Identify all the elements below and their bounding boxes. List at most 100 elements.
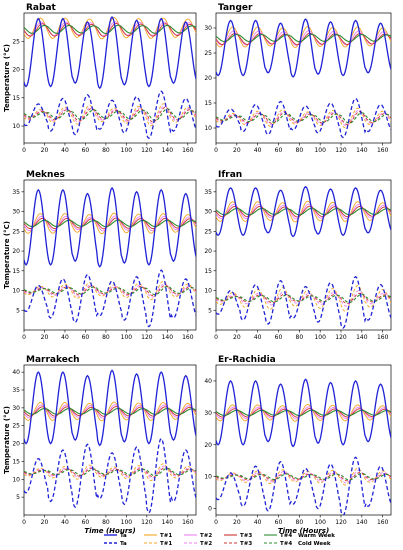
y-tick-label: 25 <box>12 38 20 45</box>
series-T3-warm <box>24 217 196 230</box>
legend-label: T#1 <box>160 541 172 547</box>
plot-frame <box>215 179 392 331</box>
y-tick-label: 15 <box>204 100 212 107</box>
series-T1-cold <box>216 285 391 312</box>
series-T2-cold <box>216 290 391 307</box>
y-tick-label: 25 <box>204 50 212 57</box>
series-T1-cold <box>216 107 391 129</box>
series-lines <box>24 369 196 514</box>
panel-er-rachidia: Er-Rachidia 0 20 40 60 80 100 120 140 160 0 10 20 30 4… <box>204 355 392 535</box>
x-tick-label: 40 <box>61 147 69 154</box>
series-Ta-warm <box>216 185 391 238</box>
legend: Ta Ta T#1 T#1 T#2 T#2 T#3 T#3 T#4 T#4 Warm Week Col… <box>104 533 335 547</box>
x-tick-label: 140 <box>356 519 368 526</box>
legend-label: Ta <box>120 533 127 539</box>
series-lines <box>216 378 391 515</box>
y-axis-label: Temperature (°C) <box>3 44 11 112</box>
series-Ta-cold <box>216 275 391 329</box>
x-tick-label: 160 <box>377 147 389 154</box>
y-tick-label: 30 <box>12 405 20 412</box>
series-T4-warm <box>216 33 391 43</box>
series-T2-warm <box>216 203 391 220</box>
y-tick-label: 10 <box>204 125 212 132</box>
series-lines <box>24 186 196 328</box>
series-T4-cold <box>216 472 391 481</box>
y-tick-label: 15 <box>12 95 20 102</box>
x-tick-label: 80 <box>102 147 110 154</box>
legend-label: T#4 <box>280 533 292 539</box>
y-tick-label: 20 <box>204 75 212 82</box>
x-tick-label: 60 <box>82 147 90 154</box>
x-tick-label: 140 <box>356 334 368 341</box>
x-tick-label: 100 <box>314 147 326 154</box>
x-tick-label: 140 <box>162 147 174 154</box>
series-T4-cold <box>24 285 196 296</box>
y-tick-label: 10 <box>204 288 212 295</box>
y-tick-label: 25 <box>204 228 212 235</box>
x-tick-label: 60 <box>275 519 283 526</box>
y-tick-label: 40 <box>12 369 20 376</box>
x-tick-label: 40 <box>61 334 69 341</box>
series-lines <box>216 185 391 329</box>
y-tick-label: 5 <box>208 307 212 314</box>
panel-marrakech: Marrakech 0 20 40 60 80 100 120 140 160 5 10 15 20 25 3… <box>3 355 197 535</box>
y-tick-label: 30 <box>204 25 212 32</box>
series-Ta-cold <box>24 269 196 328</box>
y-tick-label: 35 <box>12 387 20 394</box>
x-tick-label: 120 <box>335 334 347 341</box>
series-T4-warm <box>24 24 196 35</box>
series-T4-cold <box>24 108 196 122</box>
x-tick-label: 0 <box>214 147 218 154</box>
panel-rabat: Rabat 0 20 40 60 80 100 120 140 160 10 15 20 25Temper… <box>3 3 197 154</box>
y-tick-label: 20 <box>12 67 20 74</box>
series-lines <box>216 18 391 139</box>
x-tick-label: 20 <box>233 334 241 341</box>
y-tick-label: 5 <box>16 494 20 501</box>
x-tick-label: 120 <box>335 519 347 526</box>
y-tick-label: 25 <box>12 228 20 235</box>
x-tick-label: 120 <box>141 519 153 526</box>
series-Ta-cold <box>24 90 196 140</box>
x-tick-label: 80 <box>296 519 304 526</box>
x-tick-label: 20 <box>41 147 49 154</box>
y-tick-label: 15 <box>204 268 212 275</box>
x-tick-label: 0 <box>22 334 26 341</box>
panel-title: Rabat <box>26 3 57 13</box>
legend-label: T#2 <box>200 541 212 547</box>
x-tick-label: 80 <box>102 519 110 526</box>
series-Ta-cold <box>216 97 391 139</box>
series-T1-cold <box>216 467 391 486</box>
x-tick-label: 0 <box>22 519 26 526</box>
y-axis-label: Temperature (°C) <box>3 406 11 474</box>
series-Ta-warm <box>216 18 391 78</box>
legend-warm-week: Warm Week <box>298 533 335 539</box>
series-T1-cold <box>24 463 196 481</box>
y-tick-label: 20 <box>204 248 212 255</box>
series-T3-cold <box>216 111 391 125</box>
legend-label: T#3 <box>240 533 252 539</box>
x-tick-label: 80 <box>296 147 304 154</box>
y-axis-label: Temperature (°C) <box>3 221 11 289</box>
x-tick-label: 160 <box>182 334 194 341</box>
series-T4-cold <box>216 293 391 304</box>
y-tick-label: 35 <box>204 189 212 196</box>
series-T1-warm <box>216 26 391 48</box>
x-tick-label: 20 <box>233 519 241 526</box>
y-tick-label: 35 <box>12 189 20 196</box>
x-tick-label: 0 <box>214 334 218 341</box>
series-T4-warm <box>24 219 196 228</box>
y-tick-label: 15 <box>12 458 20 465</box>
y-tick-label: 20 <box>204 442 212 449</box>
series-T3-cold <box>216 472 391 482</box>
panel-title: Tanger <box>218 3 253 13</box>
legend-label: T#3 <box>240 541 252 547</box>
series-T2-cold <box>216 109 391 127</box>
x-tick-label: 140 <box>162 334 174 341</box>
y-tick-label: 30 <box>204 209 212 216</box>
x-tick-label: 20 <box>41 519 49 526</box>
plot-frame <box>215 364 392 516</box>
y-tick-label: 5 <box>16 307 20 314</box>
y-tick-label: 40 <box>204 378 212 385</box>
series-Ta-warm <box>24 369 196 447</box>
